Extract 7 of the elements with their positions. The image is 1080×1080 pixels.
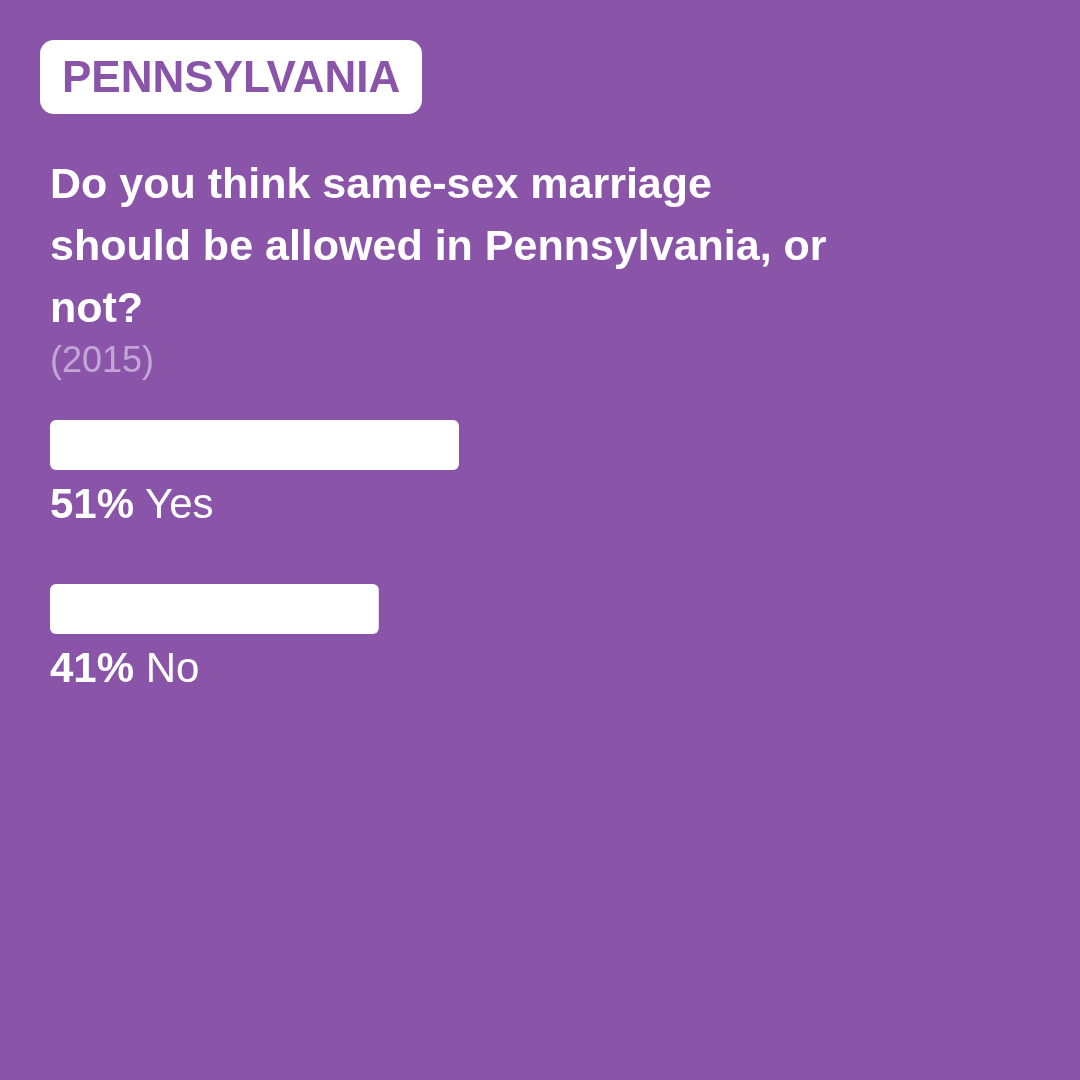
- chart-title: Do you think same-sex marriage should be allowed in Pennsylvania, or not?: [50, 158, 828, 333]
- text: (2015): [50, 338, 155, 382]
- data-label: 51%: [50, 480, 135, 527]
- y-tick-label: Yes: [134, 480, 214, 527]
- data-label: 41%: [50, 644, 135, 691]
- text: PENNSYLVANIA: [40, 40, 423, 114]
- y-tick-label: No: [134, 644, 200, 691]
